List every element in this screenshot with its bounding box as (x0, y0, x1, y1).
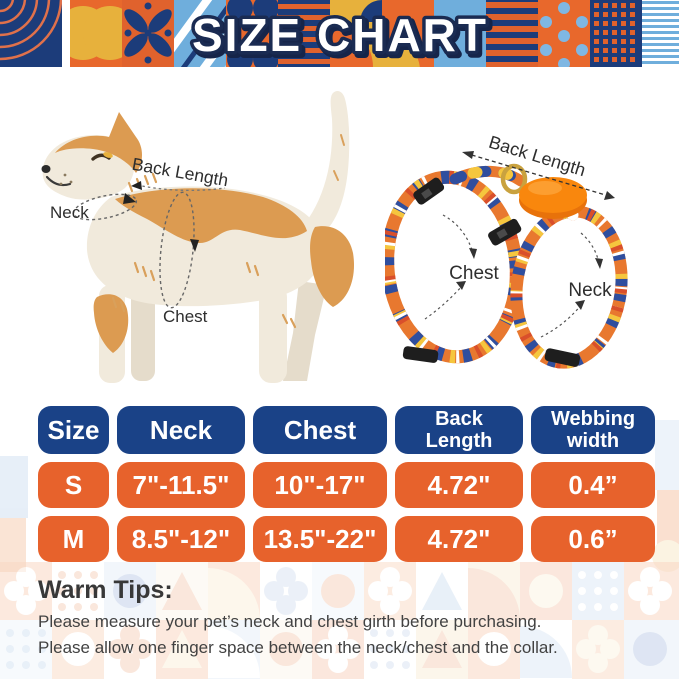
warm-tips-section: Warm Tips: Please measure your pet’s nec… (38, 576, 648, 664)
table-cell-chest-s: 10"-17" (253, 462, 387, 508)
table-header-neck: Neck (117, 406, 245, 454)
table-cell-back-length-s: 4.72" (395, 462, 523, 508)
cat-face (41, 152, 113, 187)
cat-leg-patch (93, 294, 129, 353)
table-cell-back-length-m: 4.72" (395, 516, 523, 562)
table-cell-webbing-m: 0.6” (531, 516, 655, 562)
table-header-back-length: Back Length (395, 406, 523, 454)
cat-neck-label: Neck (50, 203, 89, 222)
harness-neck-label: Neck (568, 280, 612, 301)
cat-back-patch (115, 188, 307, 243)
harness-disc (519, 177, 587, 219)
harness-buckles (402, 177, 581, 367)
cat-ear (55, 112, 142, 173)
cat-nose (41, 165, 51, 173)
bottom-pattern (0, 562, 679, 679)
banner: SIZE CHART SIZE CHART (0, 0, 679, 67)
harness-illustration: Back Length Chest Neck (385, 132, 628, 369)
warm-tips-line-2: Please allow one finger space between th… (38, 638, 558, 657)
table-cell-size-m: M (38, 516, 109, 562)
table-cell-neck-s: 7"-11.5" (117, 462, 245, 508)
table-header-size: Size (38, 406, 109, 454)
banner-pattern: SIZE CHART SIZE CHART (0, 0, 679, 67)
banner-title: SIZE CHART (192, 9, 488, 61)
harness-d-ring (500, 163, 528, 195)
cat-tail (295, 91, 350, 247)
table-cell-chest-m: 13.5"-22" (253, 516, 387, 562)
cat-back-length-label: Back Length (131, 154, 230, 191)
table-header-webbing-width: Webbing width (531, 406, 655, 454)
table-cell-neck-m: 8.5"-12" (117, 516, 245, 562)
harness-chest-label: Chest (449, 263, 499, 284)
cat-measurement-illustration: Neck Back Length Chest (41, 91, 355, 383)
banner-title-shadow: SIZE CHART (195, 12, 491, 64)
cat-chest-label: Chest (163, 307, 208, 326)
warm-tips-line-1: Please measure your pet’s neck and chest… (38, 612, 542, 631)
table-cell-webbing-s: 0.4” (531, 462, 655, 508)
cat-hip-patch (310, 226, 355, 307)
warm-tips-heading: Warm Tips: (38, 576, 173, 604)
table-cell-size-s: S (38, 462, 109, 508)
size-table: Size Neck Chest Back Length Webbing widt… (38, 406, 655, 562)
table-header-chest: Chest (253, 406, 387, 454)
